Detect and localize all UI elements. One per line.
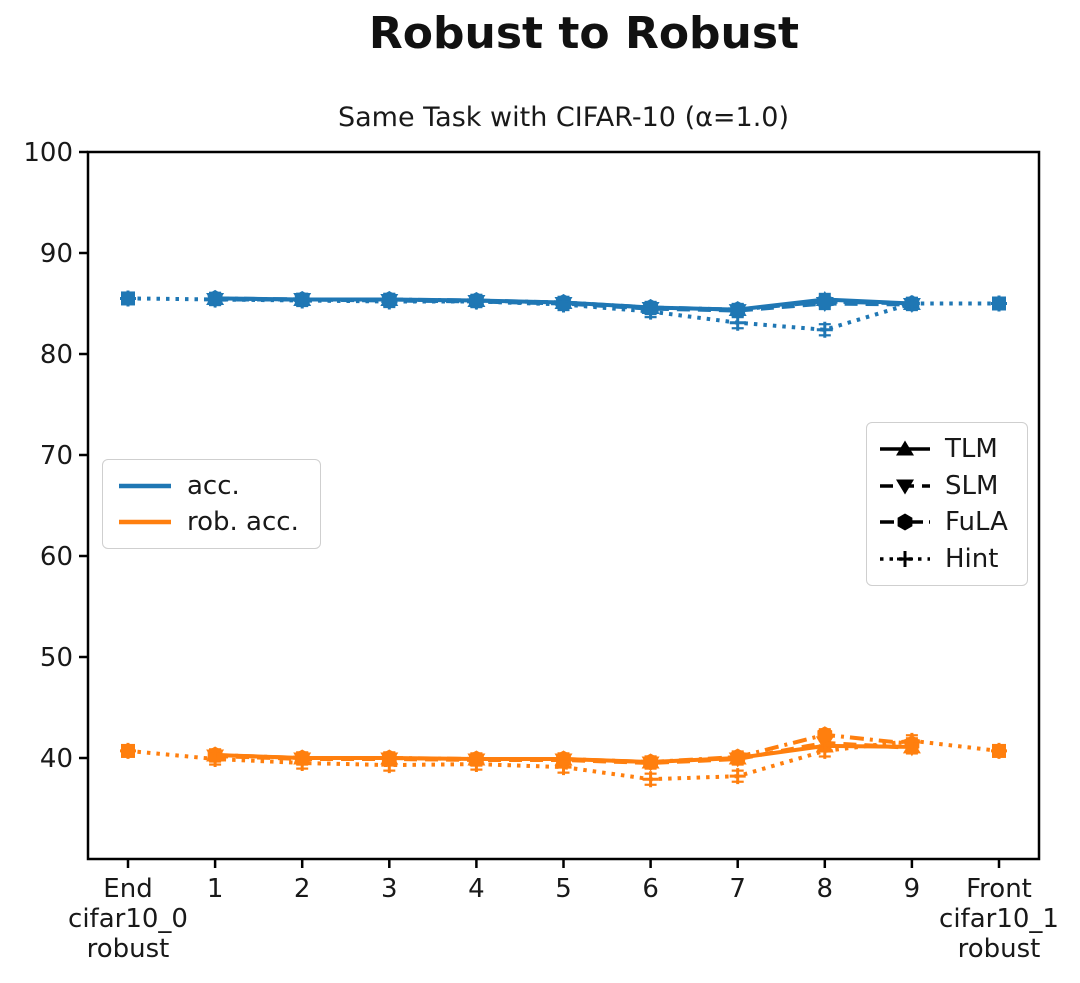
plus-marker-icon — [468, 756, 485, 773]
axes-frame — [86, 150, 1041, 861]
plus-marker-icon — [816, 321, 833, 338]
legend-item-acc: acc. — [117, 471, 306, 501]
x-tick-label: Front cifar10_1 robust — [939, 874, 1059, 964]
square-marker-icon — [121, 743, 135, 758]
rob-acc-line-swatch-icon — [119, 519, 171, 525]
x-tick-label: 3 — [381, 874, 398, 904]
fula-marker-icon — [880, 513, 930, 531]
plus-marker-icon — [207, 291, 224, 308]
plus-marker-icon — [468, 293, 485, 310]
y-tick-label: 100 — [23, 138, 73, 168]
y-tick-label: 70 — [40, 441, 73, 471]
square-marker-icon — [992, 296, 1006, 311]
plus-marker-icon — [555, 296, 572, 313]
square-marker-icon — [121, 291, 135, 306]
triangle-up-marker-icon — [896, 440, 914, 456]
x-tick-label: 1 — [207, 874, 224, 904]
hexagon-marker-icon — [643, 753, 658, 771]
plus-marker-icon — [642, 303, 659, 320]
x-tick-label: 5 — [555, 874, 572, 904]
hexagon-marker-icon — [730, 301, 746, 319]
y-tick-label: 50 — [40, 643, 73, 673]
x-tick-label: 7 — [729, 874, 746, 904]
plus-marker-icon — [729, 768, 746, 785]
plus-marker-icon — [642, 771, 659, 788]
x-tick-label: 2 — [294, 874, 311, 904]
plus-marker-icon — [903, 732, 920, 749]
plus-marker-icon — [294, 755, 311, 772]
figure-title: Robust to Robust — [368, 8, 800, 59]
legend-item-slm: SLM — [879, 471, 1015, 501]
plus-marker-icon — [729, 314, 746, 331]
x-tick-label: End cifar10_0 robust — [68, 874, 188, 964]
plus-marker-icon — [294, 292, 311, 309]
x-tick-label: 9 — [904, 874, 921, 904]
legend-label-rob-acc: rob. acc. — [187, 507, 299, 537]
plus-marker-icon — [555, 759, 572, 776]
triangle-down-marker-icon — [896, 479, 914, 495]
plus-marker-icon — [816, 742, 833, 759]
slm-marker-icon — [880, 479, 930, 495]
legend-item-hint: Hint — [879, 544, 1015, 574]
plus-marker-icon — [381, 757, 398, 774]
color-legend: acc. rob. acc. — [102, 459, 321, 549]
plus-marker-icon — [903, 295, 920, 312]
hexagon-marker-icon — [817, 293, 833, 310]
series-line-hint — [127, 738, 1000, 782]
hexagon-marker-icon — [897, 513, 913, 531]
plus-marker-icon — [381, 293, 398, 310]
y-tick-label: 80 — [40, 340, 73, 370]
hexagon-marker-icon — [817, 726, 833, 744]
tlm-marker-icon — [880, 440, 930, 456]
legend-item-tlm: TLM — [879, 434, 1015, 464]
legend-item-rob-acc: rob. acc. — [117, 507, 306, 537]
legend-label-fula: FuLA — [945, 507, 1008, 538]
x-tick-label: 4 — [468, 874, 485, 904]
square-marker-icon — [992, 743, 1006, 758]
hexagon-marker-icon — [556, 750, 571, 768]
plus-marker-icon — [207, 751, 224, 768]
y-tick-label: 90 — [40, 239, 73, 269]
legend-label-hint: Hint — [945, 543, 999, 574]
axes-title: Same Task with CIFAR-10 (α=1.0) — [337, 102, 789, 133]
legend-label-slm: SLM — [945, 470, 999, 501]
acc-line-swatch-icon — [119, 483, 171, 489]
hexagon-marker-icon — [730, 748, 746, 766]
hint-marker-icon — [880, 550, 930, 567]
x-tick-label: 6 — [642, 874, 659, 904]
legend-label-tlm: TLM — [945, 434, 998, 465]
legend-label-acc: acc. — [187, 471, 240, 501]
style-legend: TLM SLM FuLA Hint — [866, 422, 1028, 586]
legend-item-fula: FuLA — [879, 507, 1015, 537]
y-tick-label: 60 — [40, 542, 73, 572]
series-line-hint — [127, 296, 999, 332]
plus-marker-icon — [897, 550, 913, 567]
x-tick-label: 8 — [817, 874, 834, 904]
y-tick-label: 40 — [40, 744, 73, 774]
